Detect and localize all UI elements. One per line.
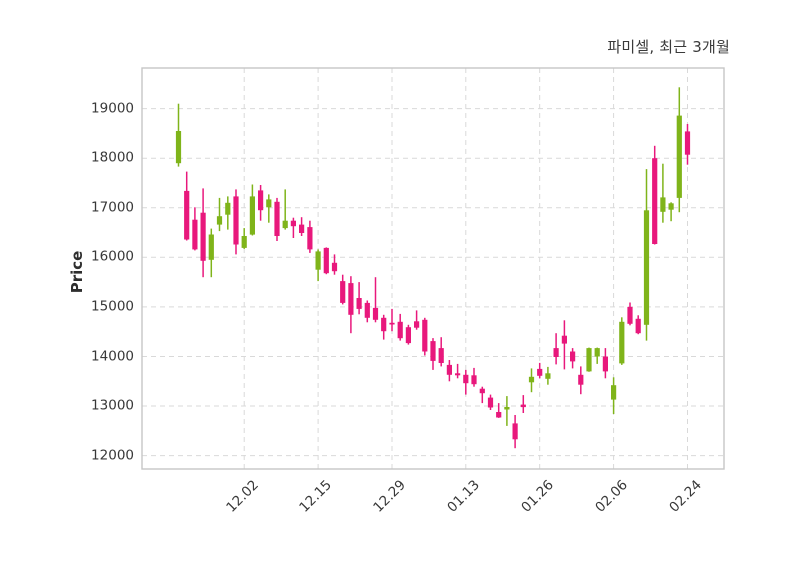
plot-border xyxy=(141,67,725,470)
candle-body xyxy=(225,202,231,215)
candle-body xyxy=(455,373,461,376)
candle-body xyxy=(307,227,313,250)
candle-body xyxy=(192,219,198,250)
candle-body xyxy=(340,281,346,303)
candle-body xyxy=(504,407,510,410)
y-tick-label: 13000 xyxy=(91,397,134,414)
candle-body xyxy=(602,356,608,372)
candle-body xyxy=(274,201,280,236)
candle-body xyxy=(660,197,666,212)
candle-body xyxy=(512,423,518,440)
candle-body xyxy=(627,306,633,324)
candle-body xyxy=(487,397,494,408)
candle-body xyxy=(561,335,567,344)
candle-body xyxy=(570,351,576,362)
candle-body xyxy=(348,283,354,315)
candle-body xyxy=(422,319,428,352)
candle-body xyxy=(652,158,658,244)
candle-body xyxy=(430,341,436,361)
candle-body xyxy=(553,348,559,357)
y-tick-label: 19000 xyxy=(91,100,134,117)
candle-body xyxy=(241,236,247,248)
y-tick-label: 18000 xyxy=(91,149,134,166)
candle-body xyxy=(479,388,485,394)
candle-body xyxy=(446,364,452,375)
candle-body xyxy=(200,212,206,261)
candle-body xyxy=(528,376,535,383)
candle-body xyxy=(356,298,362,309)
candle-body xyxy=(537,368,543,376)
y-tick-label: 12000 xyxy=(91,447,134,464)
candle-body xyxy=(381,317,387,332)
candle-body xyxy=(249,196,255,235)
candle-body xyxy=(372,307,379,320)
candle-body xyxy=(578,374,584,385)
candle-body xyxy=(643,210,650,325)
candle-body xyxy=(266,199,272,208)
y-tick-label: 14000 xyxy=(91,348,134,365)
candle-body xyxy=(216,216,223,225)
candle-body xyxy=(315,251,321,270)
candle-body xyxy=(471,375,477,385)
candle-body xyxy=(364,302,370,318)
candle-body xyxy=(389,322,395,325)
candle-body xyxy=(520,404,526,408)
candle-body xyxy=(463,374,469,384)
candle-body xyxy=(496,412,502,418)
candle-body xyxy=(619,321,625,364)
y-tick-label: 15000 xyxy=(91,298,134,315)
candle-body xyxy=(290,220,296,227)
candle-body xyxy=(233,196,239,245)
candle-body xyxy=(635,318,641,334)
chart-title: 파미셀, 최근 3개월 xyxy=(607,38,730,56)
candle-body xyxy=(676,115,682,198)
candle-body xyxy=(668,203,674,210)
candle-body xyxy=(586,348,592,372)
candle-body xyxy=(684,131,691,155)
candle-body xyxy=(414,321,420,328)
candle-body xyxy=(282,220,288,229)
candle-body xyxy=(545,373,551,379)
y-tick-label: 17000 xyxy=(91,199,134,216)
candle-body xyxy=(299,224,305,233)
candle-body xyxy=(258,190,264,211)
candle-body xyxy=(438,348,444,363)
candle-body xyxy=(323,247,329,274)
candle-body xyxy=(208,234,214,260)
candle-body xyxy=(184,190,190,240)
candle-body xyxy=(175,131,182,164)
candle-body xyxy=(397,321,403,339)
candle-body xyxy=(331,262,338,272)
candle-body xyxy=(611,385,617,400)
candle-body xyxy=(594,348,600,357)
candle-body xyxy=(405,327,411,344)
y-tick-label: 16000 xyxy=(91,248,134,265)
